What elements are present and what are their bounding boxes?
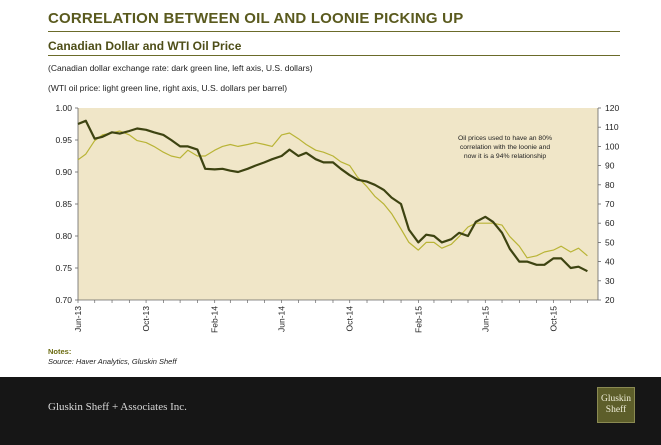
x-axis-tick-label: Feb-15: [413, 306, 423, 333]
x-axis-tick-label: Oct-14: [345, 306, 355, 332]
right-axis-tick-label: 120: [605, 103, 619, 113]
right-axis-tick-label: 70: [605, 199, 615, 209]
chart: 0.70 0.75 0.80 0.85 0.90 0.95 1.00 20 30 40 50 60 70…: [55, 103, 619, 333]
left-axis-tick-label: 0.95: [55, 135, 72, 145]
x-axis-tick-label: Jun-15: [480, 306, 490, 332]
plot-area: [78, 108, 598, 300]
gluskin-sheff-logo: Gluskin Sheff: [597, 387, 635, 423]
x-axis-tick-label: Oct-13: [141, 306, 151, 332]
left-axis-tick-label: 0.85: [55, 199, 72, 209]
x-axis-tick-label: Jun-13: [73, 306, 83, 332]
x-axis-tick-label: Feb-14: [210, 306, 220, 333]
right-axis-tick-label: 20: [605, 295, 615, 305]
x-axis-tick-label: Oct-15: [548, 306, 558, 332]
right-axis-tick-label: 90: [605, 161, 615, 171]
right-axis-tick-label: 80: [605, 180, 615, 190]
right-axis-tick-label: 40: [605, 257, 615, 267]
left-axis-tick-label: 0.90: [55, 167, 72, 177]
title-rule: [48, 31, 620, 32]
canadian-dollar-line: [77, 119, 588, 273]
x-axis-tick-label: Jun-14: [277, 306, 287, 332]
right-axis-tick-label: 30: [605, 276, 615, 286]
left-axis-tick-label: 0.80: [55, 231, 72, 241]
notes-source: Source: Haver Analytics, Gluskin Sheff: [48, 357, 177, 366]
footer-company-name: Gluskin Sheff + Associates Inc.: [48, 401, 187, 413]
chart-title-rule: [48, 55, 620, 56]
left-axis-tick-label: 1.00: [55, 103, 72, 113]
left-axis-tick-label: 0.75: [55, 263, 72, 273]
logo-line-1: Gluskin: [600, 394, 632, 404]
chart-subtitle-right-axis: (WTI oil price: light green line, right …: [48, 83, 288, 93]
right-axis-tick-label: 60: [605, 218, 615, 228]
notes-heading: Notes:: [48, 347, 72, 356]
logo-line-2: Sheff: [605, 405, 627, 415]
right-axis-tick-label: 100: [605, 141, 619, 151]
chart-annotation-line: Oil prices used to have an 80%: [458, 135, 552, 142]
chart-annotation-line: correlation with the loonie and: [460, 144, 551, 151]
chart-title: Canadian Dollar and WTI Oil Price: [48, 39, 242, 53]
right-axis-tick-label: 110: [605, 122, 619, 132]
wti-oil-price-line: [77, 130, 588, 259]
chart-annotation-line: now it is a 94% relationship: [464, 153, 547, 160]
page-title: CORRELATION BETWEEN OIL AND LOONIE PICKI…: [48, 10, 464, 27]
chart-subtitle-left-axis: (Canadian dollar exchange rate: dark gre…: [48, 63, 313, 73]
right-axis-tick-label: 50: [605, 237, 615, 247]
left-axis-tick-label: 0.70: [55, 295, 72, 305]
footer-bar: Gluskin Sheff + Associates Inc. Gluskin …: [0, 377, 661, 445]
